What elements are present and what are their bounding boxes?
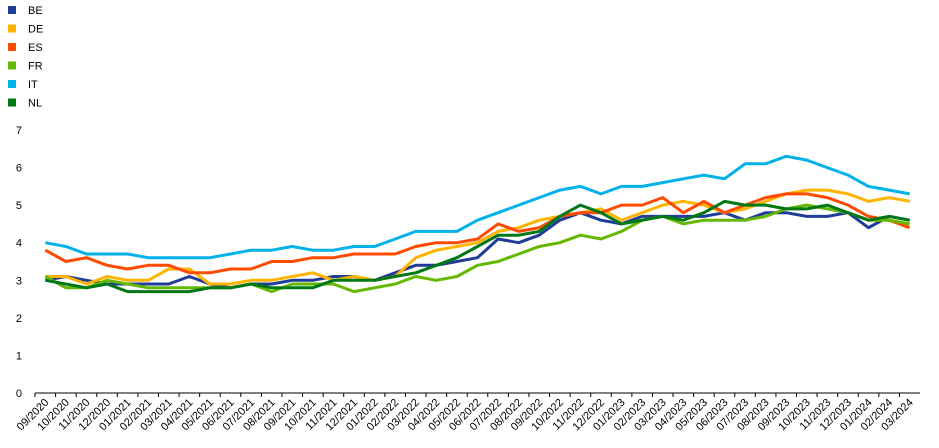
y-tick-label: 6	[16, 163, 22, 175]
y-tick-label: 3	[16, 275, 22, 287]
legend-label: ES	[28, 42, 43, 54]
legend-swatch	[8, 61, 16, 70]
legend-label: DE	[28, 24, 43, 36]
legend-label: BE	[28, 5, 43, 17]
legend-swatch	[8, 43, 16, 51]
series-line	[45, 199, 910, 294]
legend-swatch	[8, 6, 16, 14]
series-line	[44, 192, 911, 275]
series-line	[45, 188, 910, 286]
series-line	[45, 154, 910, 260]
y-tick-label: 1	[16, 350, 22, 362]
legend-swatch	[8, 24, 16, 33]
legend-label: FR	[28, 61, 43, 73]
legend-swatch	[8, 80, 16, 88]
legend-swatch	[8, 98, 16, 107]
legend-label: NL	[28, 98, 42, 110]
y-tick-label: 5	[16, 200, 22, 212]
y-tick-label: 2	[16, 313, 22, 325]
legend-label: IT	[28, 79, 38, 91]
series-line	[44, 203, 910, 294]
y-tick-label: 0	[16, 388, 22, 400]
series-line	[45, 211, 910, 290]
y-tick-label: 4	[16, 238, 22, 250]
y-tick-label: 7	[16, 125, 22, 137]
